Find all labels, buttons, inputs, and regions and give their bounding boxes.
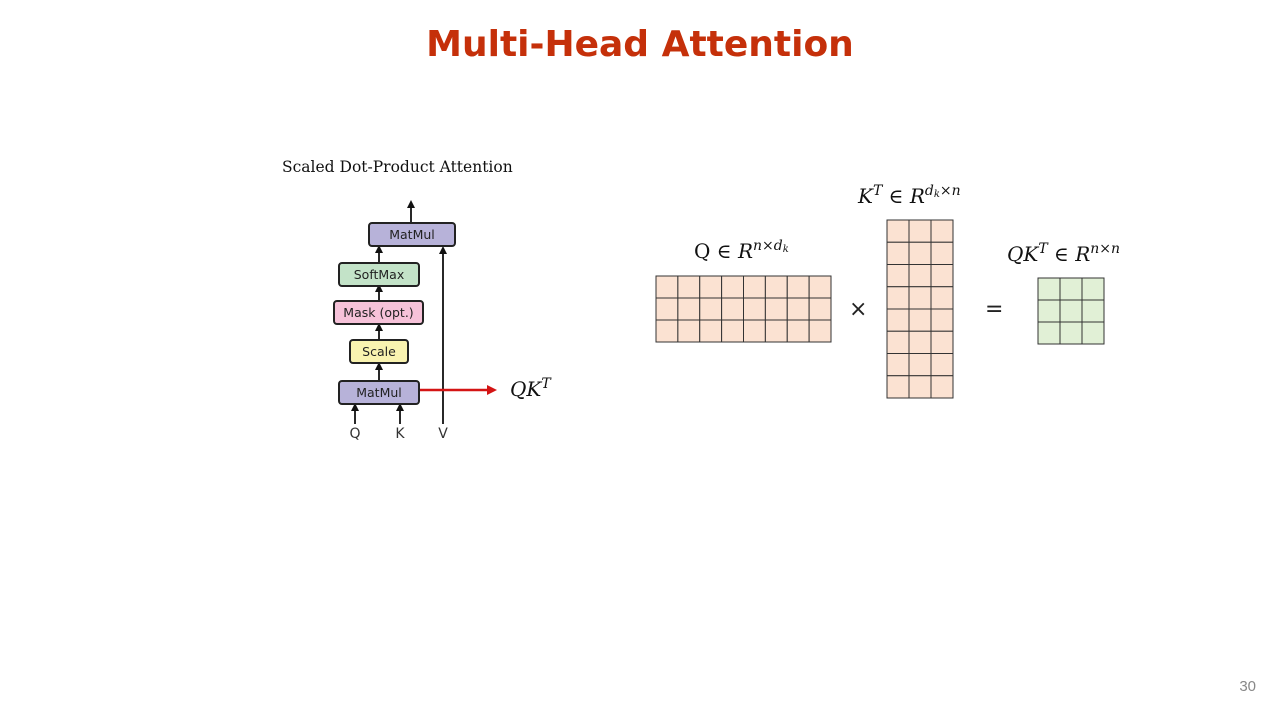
matrix-cell: [908, 286, 932, 310]
q-label-sub: k: [782, 244, 789, 255]
matrix-cell: [886, 330, 910, 354]
matrix-cell: [808, 319, 832, 343]
matrix-cell: [721, 275, 744, 299]
matrix-cell: [930, 375, 954, 399]
output-label-base: QK: [510, 377, 542, 401]
matrix-cell: [743, 297, 766, 321]
matrix-cell: [930, 286, 954, 310]
matrix-cell: [1059, 321, 1083, 345]
times-symbol: ×: [849, 297, 868, 322]
kt-matrix-label: KT ∈ Rdk×n: [858, 183, 961, 208]
q-label-in: ∈: [716, 239, 732, 263]
matrix-cell: [908, 353, 932, 377]
matrix-cell: [930, 330, 954, 354]
matrix-cell: [1059, 299, 1083, 323]
matrix-cell: [930, 353, 954, 377]
matrix-cell: [699, 319, 723, 343]
matrix-cell: [655, 275, 679, 299]
matrix-cell: [764, 319, 788, 343]
matrix-cell: [786, 319, 810, 343]
kt-matrix: [886, 219, 954, 399]
matrix-cell: [930, 264, 954, 288]
matrix-cell: [1037, 277, 1061, 301]
slide-title: Multi-Head Attention: [426, 24, 854, 65]
matrix-cell: [1081, 321, 1105, 345]
input-v-label: V: [438, 426, 448, 442]
matrix-cell: [764, 275, 788, 299]
q-label-space: R: [737, 239, 753, 263]
matrix-cell: [886, 353, 910, 377]
mask-block: Mask (opt.): [333, 300, 424, 325]
matrix-cell: [808, 297, 832, 321]
matrix-cell: [1037, 299, 1061, 323]
matrix-cell: [743, 319, 766, 343]
matrix-cell: [764, 297, 788, 321]
kt-label-base: K: [858, 184, 873, 208]
kt-label-in: ∈: [888, 184, 904, 208]
matrix-cell: [699, 297, 723, 321]
kt-label-sup-d: d: [924, 183, 934, 199]
softmax-block: SoftMax: [338, 262, 420, 287]
matrix-cell: [908, 375, 932, 399]
result-label-sup: n×n: [1090, 241, 1121, 257]
matrix-cell: [1037, 321, 1061, 345]
result-label-space: R: [1075, 242, 1091, 266]
matrix-cell: [655, 319, 679, 343]
matrix-cell: [677, 275, 701, 299]
matrix-cell: [886, 308, 910, 332]
matmul-top-block: MatMul: [368, 222, 456, 247]
kt-label-sub: k: [933, 189, 940, 200]
matrix-cell: [930, 308, 954, 332]
q-label-base: Q: [694, 239, 711, 263]
matrix-cell: [808, 275, 832, 299]
matrix-cell: [677, 319, 701, 343]
page-number: 30: [1239, 678, 1256, 695]
q-matrix: [655, 275, 832, 343]
matrix-cell: [655, 297, 679, 321]
result-label-base: QK: [1007, 242, 1039, 266]
matrix-cell: [908, 241, 932, 265]
matrix-cell: [721, 297, 744, 321]
matrix-cell: [908, 330, 932, 354]
matrix-cell: [886, 375, 910, 399]
scale-block: Scale: [349, 339, 409, 364]
result-label-in: ∈: [1054, 242, 1069, 266]
input-q-label: Q: [349, 426, 361, 442]
matrix-cell: [886, 241, 910, 265]
diagram-caption: Scaled Dot-Product Attention: [282, 158, 513, 176]
output-label-sup: T: [541, 376, 551, 392]
matrix-cell: [908, 219, 932, 243]
output-label: QKT: [510, 376, 551, 401]
input-k-label: K: [395, 426, 405, 442]
q-label-sup: n×d: [753, 238, 783, 254]
matrix-cell: [908, 264, 932, 288]
result-matrix: [1037, 277, 1105, 345]
q-matrix-label: Q ∈ Rn×dk: [694, 238, 789, 263]
matrix-cell: [886, 286, 910, 310]
matrix-cell: [1059, 277, 1083, 301]
matrix-cell: [786, 297, 810, 321]
result-label-base-sup: T: [1038, 241, 1048, 257]
matrix-cell: [908, 308, 932, 332]
matrix-cell: [721, 319, 744, 343]
matrix-cell: [886, 264, 910, 288]
matrix-cell: [786, 275, 810, 299]
kt-label-sup-rest: ×n: [939, 183, 961, 199]
matrix-cell: [886, 219, 910, 243]
matmul-bottom-block: MatMul: [338, 380, 420, 405]
matrix-cell: [677, 297, 701, 321]
matrix-cell: [1081, 299, 1105, 323]
kt-label-base-sup: T: [872, 183, 883, 199]
matrix-cell: [930, 219, 954, 243]
kt-label-space: R: [909, 184, 925, 208]
matrix-cell: [699, 275, 723, 299]
result-matrix-label: QKT ∈ Rn×n: [1007, 241, 1120, 266]
matrix-cell: [1081, 277, 1105, 301]
matrix-cell: [743, 275, 766, 299]
equals-symbol: =: [985, 297, 1004, 322]
matrix-cell: [930, 241, 954, 265]
